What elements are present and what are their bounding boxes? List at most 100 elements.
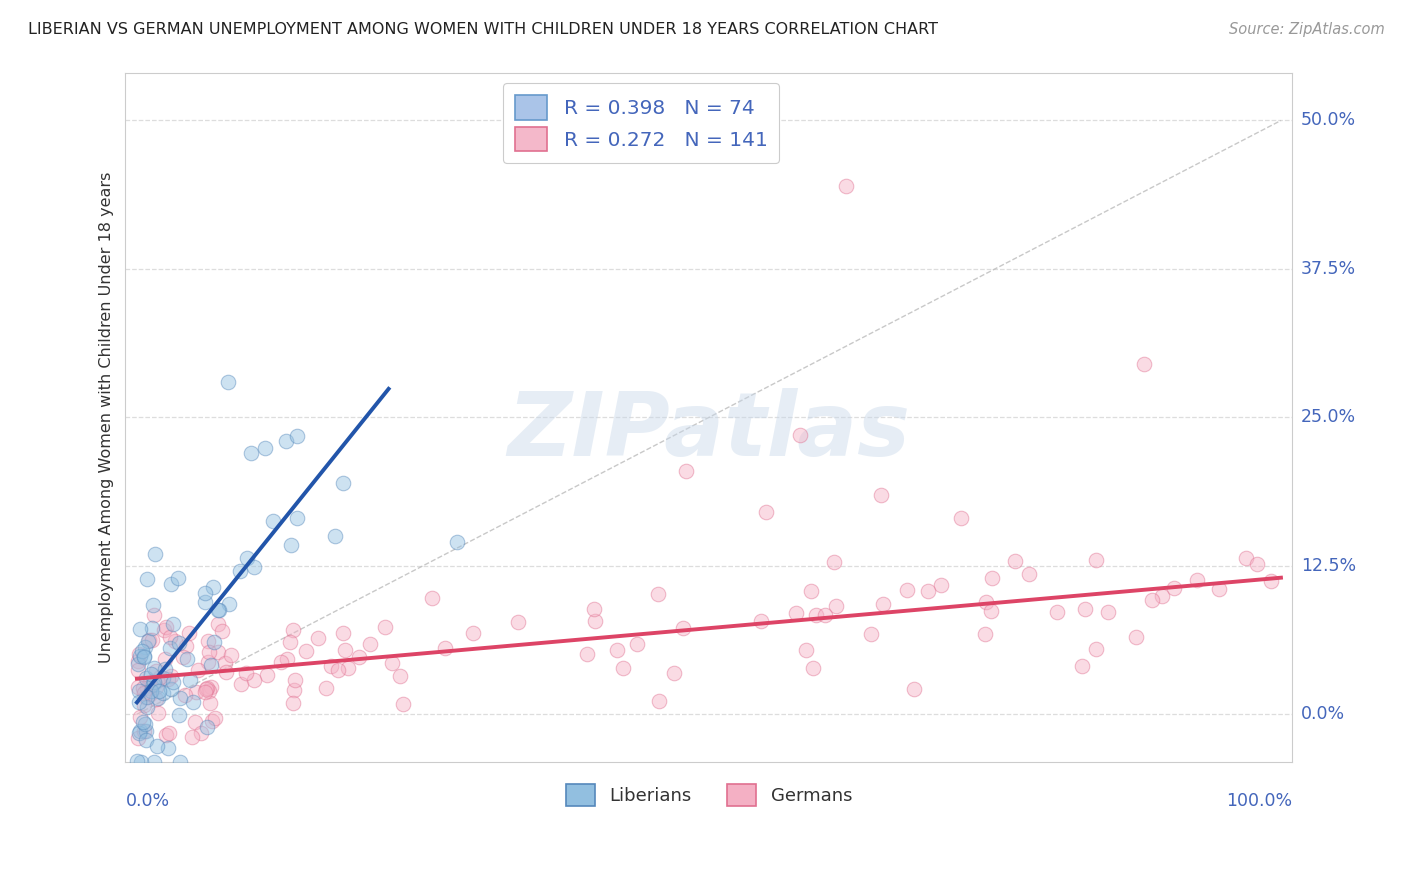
- Point: [152, 671, 174, 685]
- Point: [1125, 630, 1147, 644]
- Point: [194, 585, 217, 599]
- Point: [129, 755, 152, 769]
- Point: [200, 657, 222, 672]
- Point: [612, 661, 634, 675]
- Point: [141, 667, 163, 681]
- Point: [159, 630, 181, 644]
- Point: [146, 691, 169, 706]
- Point: [1140, 592, 1163, 607]
- Point: [128, 683, 150, 698]
- Point: [145, 664, 167, 678]
- Point: [242, 673, 264, 687]
- Point: [134, 690, 156, 705]
- Point: [128, 696, 150, 710]
- Point: [169, 755, 191, 769]
- Point: [270, 655, 292, 669]
- Point: [198, 684, 221, 698]
- Point: [337, 661, 360, 675]
- Point: [167, 571, 190, 585]
- Point: [190, 725, 212, 739]
- Point: [180, 730, 202, 744]
- Point: [463, 625, 485, 640]
- Point: [165, 633, 187, 648]
- Point: [201, 714, 224, 728]
- Point: [139, 676, 162, 690]
- Point: [1132, 357, 1154, 371]
- Point: [254, 441, 277, 455]
- Point: [157, 740, 180, 755]
- Legend: Liberians, Germans: Liberians, Germans: [557, 774, 862, 814]
- Point: [217, 375, 239, 389]
- Point: [235, 666, 257, 681]
- Point: [1163, 581, 1185, 595]
- Point: [187, 664, 209, 678]
- Point: [195, 720, 218, 734]
- Point: [208, 603, 231, 617]
- Point: [576, 647, 599, 661]
- Point: [256, 667, 278, 681]
- Point: [160, 576, 183, 591]
- Point: [134, 717, 156, 731]
- Point: [976, 595, 998, 609]
- Point: [242, 560, 264, 574]
- Point: [155, 652, 177, 666]
- Point: [284, 673, 307, 687]
- Point: [153, 623, 176, 637]
- Text: ZIPatlas: ZIPatlas: [508, 388, 911, 475]
- Point: [131, 643, 153, 657]
- Point: [132, 648, 155, 663]
- Point: [295, 644, 318, 658]
- Point: [872, 597, 894, 611]
- Point: [155, 728, 177, 742]
- Point: [136, 634, 159, 648]
- Point: [142, 598, 165, 612]
- Point: [162, 674, 184, 689]
- Point: [155, 620, 177, 634]
- Point: [177, 626, 200, 640]
- Point: [143, 547, 166, 561]
- Point: [135, 724, 157, 739]
- Text: 25.0%: 25.0%: [1301, 409, 1355, 426]
- Point: [136, 700, 159, 714]
- Point: [949, 511, 972, 525]
- Point: [1246, 557, 1268, 571]
- Point: [285, 429, 308, 443]
- Point: [207, 616, 229, 631]
- Text: 100.0%: 100.0%: [1226, 792, 1292, 810]
- Point: [582, 601, 605, 615]
- Point: [132, 686, 155, 700]
- Point: [814, 607, 837, 622]
- Point: [215, 665, 238, 679]
- Point: [315, 681, 337, 695]
- Point: [167, 635, 190, 649]
- Point: [794, 643, 817, 657]
- Point: [240, 446, 263, 460]
- Point: [347, 650, 370, 665]
- Point: [392, 697, 415, 711]
- Point: [307, 631, 329, 645]
- Point: [197, 633, 219, 648]
- Point: [328, 663, 350, 677]
- Point: [135, 732, 157, 747]
- Point: [626, 637, 648, 651]
- Point: [219, 648, 242, 663]
- Point: [127, 680, 149, 694]
- Point: [139, 687, 162, 701]
- Point: [374, 620, 396, 634]
- Point: [278, 635, 301, 649]
- Point: [198, 645, 221, 659]
- Point: [176, 652, 198, 666]
- Point: [141, 622, 163, 636]
- Point: [420, 591, 443, 605]
- Point: [135, 671, 157, 685]
- Point: [508, 615, 530, 629]
- Point: [1260, 574, 1282, 588]
- Point: [173, 688, 195, 702]
- Point: [675, 464, 697, 478]
- Point: [1018, 567, 1040, 582]
- Point: [194, 681, 217, 696]
- Point: [1046, 605, 1069, 619]
- Point: [1234, 550, 1257, 565]
- Point: [1004, 554, 1026, 568]
- Point: [332, 475, 354, 490]
